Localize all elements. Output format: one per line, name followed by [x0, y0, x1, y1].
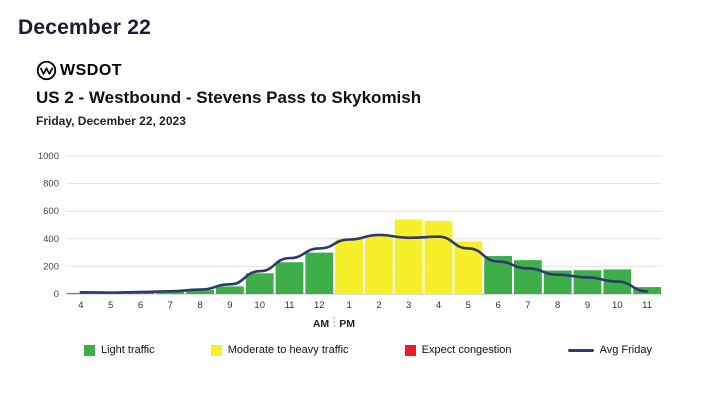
svg-text:1: 1 [346, 300, 351, 311]
svg-text:4: 4 [78, 300, 83, 311]
page: December 22 WSDOT US 2 - Westbound - Ste… [0, 16, 714, 356]
svg-text:PM: PM [339, 318, 355, 330]
svg-text:11: 11 [285, 300, 295, 311]
legend-line-swatch [567, 348, 594, 352]
svg-text:800: 800 [43, 179, 59, 190]
svg-text:6: 6 [138, 300, 143, 311]
legend-label: Light traffic [101, 344, 155, 356]
svg-text:9: 9 [227, 300, 232, 311]
svg-text:8: 8 [197, 300, 202, 311]
legend-label: Moderate to heavy traffic [227, 344, 349, 356]
chart-legend: Light traffic Moderate to heavy traffic Ex… [18, 344, 690, 356]
svg-text:5: 5 [108, 300, 113, 311]
svg-text:7: 7 [525, 300, 530, 311]
svg-text:11: 11 [642, 300, 652, 311]
svg-text:12: 12 [314, 300, 325, 311]
svg-text:10: 10 [612, 300, 623, 311]
legend-label: Avg Friday [599, 344, 652, 356]
svg-text:AM: AM [313, 318, 330, 330]
svg-text:200: 200 [43, 261, 59, 272]
traffic-volume-chart: 0 200 400 600 800 1000 4 5 6 7 8 9 10 11 12 1 2 3 4 5 6 7 8 9 10… [18, 142, 690, 356]
report-title: US 2 - Westbound - Stevens Pass to Skyko… [36, 88, 422, 107]
svg-text:8: 8 [555, 300, 560, 311]
report-header: WSDOT US 2 - Westbound - Stevens Pass to… [36, 60, 714, 128]
legend-item: Expect congestion [404, 344, 512, 356]
page-title: December 22 [18, 16, 151, 39]
svg-text:600: 600 [43, 206, 59, 217]
svg-text:6: 6 [495, 300, 500, 311]
wsdot-brand: WSDOT [36, 60, 714, 81]
svg-text:1000: 1000 [38, 151, 59, 162]
legend-item: Moderate to heavy traffic [210, 344, 349, 356]
svg-text:3: 3 [406, 300, 411, 311]
svg-text:5: 5 [466, 300, 471, 311]
svg-text:400: 400 [43, 234, 59, 245]
legend-color-swatch [210, 344, 222, 356]
legend-item: Avg Friday [567, 344, 652, 356]
legend-label: Expect congestion [421, 344, 512, 356]
report-subtitle: Friday, December 22, 2023 [36, 114, 186, 128]
svg-text:0: 0 [54, 289, 59, 300]
svg-text:9: 9 [585, 300, 590, 311]
svg-text:2: 2 [376, 300, 381, 311]
legend-color-swatch [84, 344, 95, 356]
svg-text:10: 10 [254, 300, 265, 311]
legend-color-swatch [404, 344, 416, 356]
wsdot-logo-text: WSDOT [60, 61, 123, 79]
legend-item: Light traffic [84, 344, 155, 356]
svg-text:4: 4 [436, 300, 441, 311]
svg-text:7: 7 [168, 300, 173, 311]
wsdot-logo-icon [36, 60, 57, 81]
